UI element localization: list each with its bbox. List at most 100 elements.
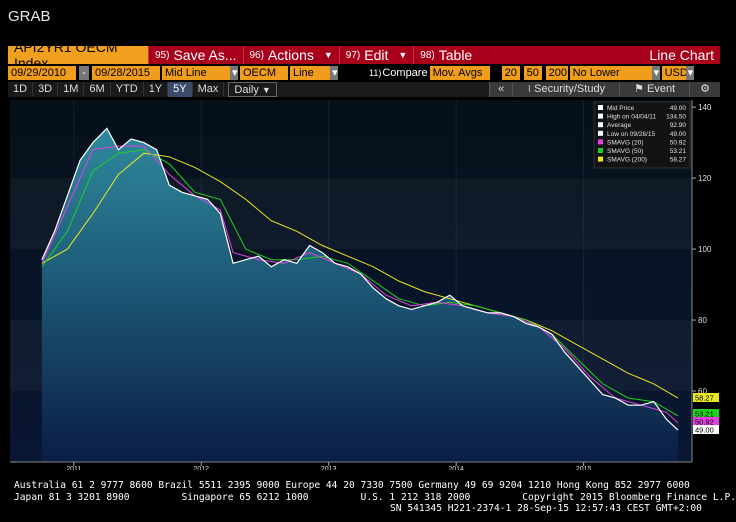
actions-menu[interactable]: 96) Actions ▼ [242, 46, 339, 64]
edit-number: 97) [345, 49, 361, 61]
ma-period-1[interactable]: 20 [501, 66, 520, 80]
legend-swatch [598, 139, 603, 145]
ticker-field[interactable]: API2YR1 OECM Index [8, 39, 148, 71]
source-field[interactable]: OECM [240, 66, 288, 80]
edit-label: Edit [364, 47, 389, 63]
legend-value: 50.92 [670, 139, 687, 146]
legend-swatch [598, 105, 603, 110]
chevron-down-icon[interactable]: ▾ [685, 66, 694, 80]
frequency-select[interactable]: Daily ▼ [228, 82, 277, 97]
actions-label: Actions [267, 47, 314, 63]
start-date-field[interactable]: 09/29/2010 [8, 66, 76, 80]
chevron-down-icon: ▼ [398, 50, 408, 60]
end-value-tag: 49.00 [693, 425, 719, 435]
compare-label: Compare [382, 67, 428, 79]
legend-value: 49.00 [670, 105, 687, 112]
y-tick-label: 120 [698, 174, 712, 183]
save-as-number: 95) [155, 49, 170, 61]
period-tab-ytd[interactable]: YTD [111, 82, 144, 97]
legend-swatch [598, 130, 603, 136]
legend: Mid Price 49.00 High on 04/04/11 134.50 Aver… [593, 101, 691, 169]
security-study-label: Security/Study [534, 83, 606, 95]
legend-label: SMAVG (200) [607, 157, 647, 164]
end-value-tag-bg [693, 425, 719, 434]
legend-swatch [598, 113, 603, 119]
series-line-smavg-50 [41, 149, 679, 417]
y-axis: 60 80 100 120 140 [691, 100, 712, 462]
legend-swatch [598, 156, 603, 162]
event-button[interactable]: ⚑ Event [619, 82, 690, 97]
edit-menu[interactable]: 97) Edit ▼ [338, 46, 414, 64]
series-lines [41, 127, 679, 431]
footer-line-2: Japan 81 3 3201 8900 Singapore 65 6212 1… [14, 492, 736, 503]
end-value-tag-bg [693, 409, 719, 418]
save-as-menu[interactable]: 95) Save As... [148, 46, 243, 64]
end-value-tag-label: 53.21 [695, 410, 714, 419]
legend-value: 58.27 [670, 157, 687, 164]
table-number: 98) [420, 49, 435, 61]
chart-type-label: Line Chart [649, 47, 714, 63]
x-tick-label: 2015 [576, 466, 592, 470]
trend-icon: ⌇ [527, 84, 535, 94]
period-tab-6m[interactable]: 6M [84, 82, 111, 97]
end-date-field[interactable]: 09/28/2015 [92, 66, 160, 80]
flag-icon: ⚑ [634, 83, 647, 95]
table-label: Table [438, 47, 473, 63]
window-title: GRAB [8, 8, 51, 25]
lower-chart-select[interactable]: No Lower Chart [569, 66, 652, 93]
date-separator: - [79, 66, 89, 80]
collapse-button[interactable]: « [489, 82, 513, 97]
security-study-button[interactable]: ⌇ Security/Study [512, 82, 620, 97]
y-tick-label: 100 [698, 245, 712, 254]
end-value-tag-label: 50.92 [695, 418, 714, 427]
gear-icon[interactable]: ⚙ [689, 82, 720, 97]
period-tab-max[interactable]: Max [193, 82, 225, 97]
series-line-smavg-200 [41, 152, 679, 399]
chart-parameters: 09/29/2010 - 09/28/2015 Mid Line ▾ OECM … [8, 66, 720, 93]
legend-value: 92.90 [670, 122, 687, 129]
y-tick-label: 140 [698, 103, 712, 112]
period-tab-3d[interactable]: 3D [33, 82, 59, 97]
ma-period-3[interactable]: 200 [545, 66, 568, 80]
style-select[interactable]: Line [290, 66, 330, 80]
x-tick-label: 2012 [193, 466, 209, 470]
function-toolbar: API2YR1 OECM Index 95) Save As... 96) Acti… [8, 39, 720, 71]
legend-label: SMAVG (20) [607, 139, 643, 146]
end-value-tag: 58.27 [693, 393, 719, 403]
end-value-tag-bg [693, 417, 719, 426]
chevron-down-icon[interactable]: ▾ [230, 66, 238, 80]
currency-select[interactable]: USD [661, 66, 688, 80]
period-tab-1m[interactable]: 1M [58, 82, 85, 97]
x-tick-label: 2014 [448, 466, 464, 470]
compare-value-select[interactable]: Mov. Avgs [429, 66, 490, 80]
legend-label: Average [607, 122, 631, 129]
chevron-down-icon[interactable]: ▾ [651, 66, 660, 80]
x-tick-label: 2013 [321, 466, 337, 470]
period-tab-5y[interactable]: 5Y [168, 82, 193, 97]
legend-value: 53.21 [670, 148, 687, 155]
period-tab-1d[interactable]: 1D [8, 82, 34, 97]
period-bar: 1D 3D 1M 6M YTD 1Y 5Y Max Daily ▼ « ⌇ Security/… [8, 82, 720, 97]
legend-swatch [598, 122, 603, 128]
series-line-mid-price [41, 127, 679, 431]
period-tabs: 1D 3D 1M 6M YTD 1Y 5Y Max [8, 82, 225, 97]
chevron-down-icon: ▼ [323, 50, 333, 60]
save-as-label: Save As... [173, 47, 237, 63]
y-tick-label: 60 [698, 387, 707, 396]
ma-period-2[interactable]: 50 [523, 66, 542, 80]
chevron-down-icon[interactable]: ▾ [330, 66, 338, 80]
legend-box [593, 101, 691, 169]
table-menu[interactable]: 98) Table [413, 46, 478, 64]
chevron-down-icon: ▼ [261, 85, 271, 95]
y-tick-label: 80 [698, 316, 707, 325]
legend-label: Low on 09/28/15 [607, 131, 655, 138]
price-field-select[interactable]: Mid Line [162, 66, 230, 80]
footer-line-3: SN 541345 H221-2374-1 28-Sep-15 12:57:43… [390, 503, 702, 514]
legend-value: 134.50 [666, 114, 686, 121]
legend-value: 49.00 [670, 131, 687, 138]
period-tab-1y[interactable]: 1Y [144, 82, 169, 97]
x-tick-label: 2011 [66, 466, 81, 470]
legend-label: High on 04/04/11 [607, 114, 656, 121]
